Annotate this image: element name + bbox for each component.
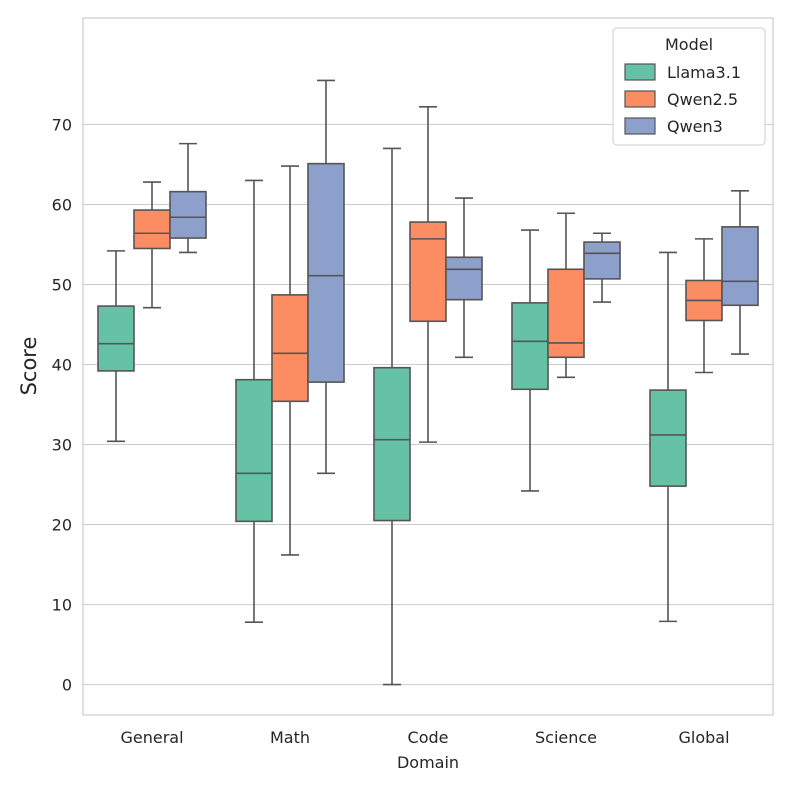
box-body — [409, 221, 447, 323]
x-tick-label: Code — [408, 728, 449, 747]
box-qwen2-5-math — [271, 165, 309, 556]
legend-swatch — [624, 90, 656, 108]
box-body — [97, 305, 135, 372]
x-tick-label: Math — [270, 728, 310, 747]
box-llama3-1-general — [97, 250, 135, 443]
box-llama3-1-science — [511, 229, 549, 492]
box-body — [307, 162, 345, 383]
box-body — [583, 241, 621, 280]
box-body — [235, 378, 273, 523]
y-tick-label: 70 — [52, 115, 72, 134]
y-tick-label: 30 — [52, 436, 72, 455]
box-qwen2-5-general — [133, 181, 171, 309]
y-tick-label: 60 — [52, 195, 72, 214]
box-body — [649, 389, 687, 487]
box-qwen2-5-code — [409, 106, 447, 443]
box-body — [445, 256, 483, 301]
box-qwen2-5-science — [547, 212, 585, 379]
y-tick-label: 0 — [62, 676, 72, 695]
box-qwen3-general — [169, 142, 207, 254]
legend-title: Model — [665, 35, 713, 54]
box-body — [511, 302, 549, 391]
box-llama3-1-math — [235, 179, 273, 623]
box-body — [271, 294, 309, 403]
legend-label: Qwen3 — [667, 117, 723, 136]
x-tick-labels: General Math Code Science Global — [120, 728, 729, 747]
x-axis-title: Domain — [397, 753, 459, 772]
plot-area-border — [82, 17, 774, 716]
x-tick-label: Global — [678, 728, 729, 747]
box-qwen3-code — [445, 197, 483, 359]
box-body — [373, 366, 411, 522]
legend-label: Llama3.1 — [667, 63, 741, 82]
y-tick-label: 40 — [52, 355, 72, 374]
y-tick-label: 10 — [52, 596, 72, 615]
box-body — [721, 226, 759, 307]
y-axis-title: Score — [17, 337, 41, 396]
box-qwen3-global — [721, 190, 759, 355]
box-body — [133, 209, 171, 250]
box-body — [169, 190, 207, 239]
legend-items: Llama3.1 Qwen2.5 Qwen3 — [624, 63, 741, 136]
legend-frame — [612, 27, 766, 146]
y-tick-label: 50 — [52, 275, 72, 294]
y-tick-label: 20 — [52, 516, 72, 535]
x-tick-label: General — [120, 728, 183, 747]
boxes — [97, 79, 759, 686]
legend-swatch — [624, 63, 656, 81]
box-body — [547, 268, 585, 359]
box-qwen3-science — [583, 232, 621, 303]
box-llama3-1-global — [649, 251, 687, 623]
box-llama3-1-code — [373, 147, 411, 686]
x-tick-label: Science — [535, 728, 597, 747]
y-tick-labels: 0 10 20 30 40 50 60 70 — [52, 115, 72, 694]
legend: Model Llama3.1 Qwen2.5 Qwen3 — [612, 27, 766, 146]
box-qwen2-5-global — [685, 238, 723, 374]
box-qwen3-math — [307, 79, 345, 475]
legend-label: Qwen2.5 — [667, 90, 738, 109]
legend-swatch — [624, 117, 656, 135]
